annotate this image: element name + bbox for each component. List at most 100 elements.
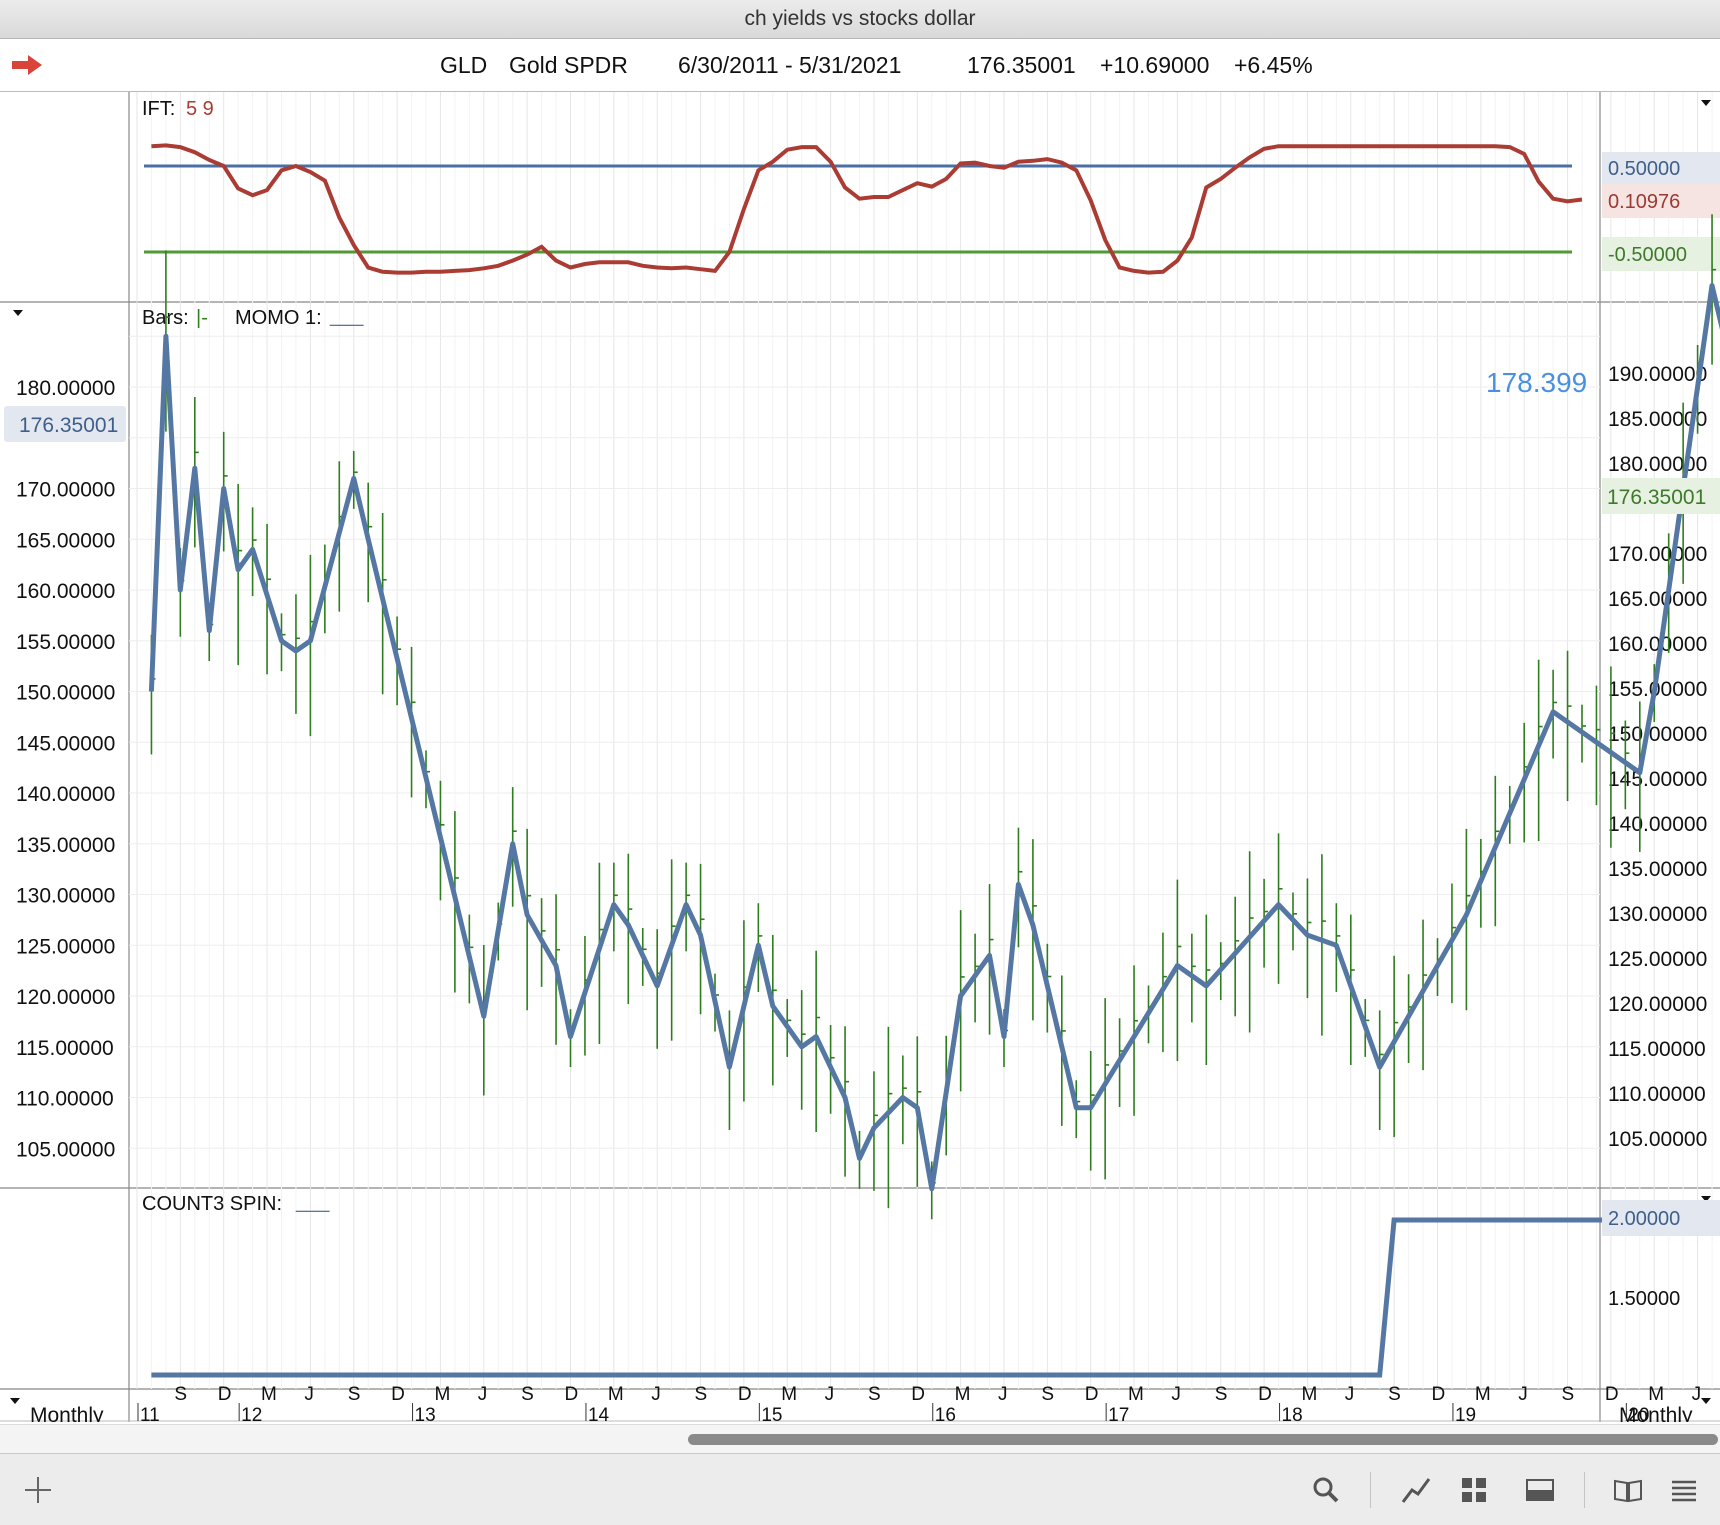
plus-icon[interactable]: [22, 1474, 54, 1506]
bottom-toolbar: [0, 1453, 1720, 1525]
left-axis-tick: 180.00000: [16, 377, 115, 400]
month-label: M: [1301, 1384, 1317, 1405]
left-axis-tick: 145.00000: [16, 732, 115, 755]
left-axis-tick: 160.00000: [16, 580, 115, 603]
left-axis-tick: 120.00000: [16, 986, 115, 1009]
right-axis-tick: 120.00000: [1608, 993, 1707, 1016]
right-axis-tick: 165.00000: [1608, 588, 1707, 611]
right-axis-tick: 180.00000: [1608, 453, 1707, 476]
ift-line: [151, 143, 1583, 275]
month-label: D: [738, 1384, 752, 1405]
month-label: S: [1215, 1384, 1228, 1405]
ift-lower-readout: -0.50000: [1608, 244, 1687, 266]
time-axis: Monthly Monthly S D M J S D M J S D M J S D M J S D M J S D M J…: [10, 1384, 1711, 1427]
year-label: 13: [415, 1405, 436, 1422]
left-axis-tick: 135.00000: [16, 834, 115, 857]
year-label: 17: [1108, 1405, 1129, 1422]
symbol-ticker: GLD: [440, 52, 488, 78]
right-axis-tick: 135.00000: [1608, 858, 1707, 881]
chevron-down-icon[interactable]: [1701, 100, 1711, 106]
left-price-axis: 180.00000 170.00000 165.00000 160.00000 155.…: [16, 377, 115, 1161]
year-label: 16: [935, 1405, 956, 1422]
period-label-right[interactable]: Monthly: [1619, 1404, 1693, 1427]
right-axis-tick: 155.00000: [1608, 678, 1707, 701]
momo-label: MOMO 1:: [235, 307, 322, 329]
menu-icon[interactable]: [1668, 1474, 1700, 1506]
month-label: S: [695, 1384, 708, 1405]
right-axis-tick: 115.00000: [1608, 1038, 1706, 1061]
month-label: D: [218, 1384, 232, 1405]
book-icon[interactable]: [1612, 1474, 1644, 1506]
ift-last-readout-bg: [1602, 184, 1720, 218]
chevron-down-icon[interactable]: [1701, 1196, 1711, 1202]
panel-icon[interactable]: [1524, 1474, 1556, 1506]
count3-readout-bg: [1602, 1200, 1720, 1236]
year-label: 11: [140, 1405, 160, 1422]
left-axis-tick: 105.00000: [16, 1138, 115, 1161]
year-label: 18: [1282, 1405, 1303, 1422]
ift-label: IFT:: [142, 98, 175, 120]
symbol-name: Gold SPDR: [509, 52, 628, 78]
ift-lower-readout-bg: [1602, 237, 1720, 271]
count3-swatch: ___: [295, 1191, 330, 1213]
year-labels: 1112131415161718192021: [137, 1403, 1649, 1426]
month-label: M: [781, 1384, 797, 1405]
month-label: J: [1518, 1384, 1528, 1405]
right-axis-tick: 145.00000: [1608, 768, 1707, 791]
right-last-price: 176.35001: [1607, 486, 1706, 509]
month-label: J: [1692, 1384, 1702, 1405]
month-label: M: [261, 1384, 277, 1405]
month-label: M: [608, 1384, 624, 1405]
month-label: D: [1605, 1384, 1619, 1405]
chevron-down-icon[interactable]: [1701, 1398, 1711, 1404]
chevron-down-icon[interactable]: [10, 1398, 20, 1404]
count3-readout-mid: 1.50000: [1608, 1288, 1680, 1310]
line-chart-icon[interactable]: [1400, 1474, 1432, 1506]
month-label: S: [174, 1384, 187, 1405]
date-range: 6/30/2011 - 5/31/2021: [678, 52, 902, 78]
month-label: S: [521, 1384, 534, 1405]
left-axis-tick: 155.00000: [16, 631, 115, 654]
last-price: 176.35001: [967, 52, 1076, 78]
month-label: M: [1648, 1384, 1664, 1405]
toolbar-separator: [1584, 1472, 1585, 1508]
right-axis-tick: 110.00000: [1608, 1083, 1706, 1106]
search-icon[interactable]: [1310, 1474, 1342, 1506]
momo-swatch: ___: [329, 305, 364, 327]
right-last-price-bg: [1602, 478, 1720, 514]
left-axis-tick: 130.00000: [16, 885, 115, 908]
month-label: D: [1258, 1384, 1272, 1405]
right-price-axis: 190.00000185.00000180.00000170.00000165.…: [1608, 363, 1707, 1151]
year-label: 12: [241, 1405, 262, 1422]
period-label-left[interactable]: Monthly: [30, 1404, 104, 1427]
chart-area[interactable]: IFT: 5 9 0.50000 0.10976 -0.50000 Bars: …: [0, 92, 1720, 1427]
month-label: J: [651, 1384, 661, 1405]
month-label: D: [1085, 1384, 1099, 1405]
month-label: J: [478, 1384, 488, 1405]
grid-icon[interactable]: [1458, 1474, 1490, 1506]
chevron-down-icon[interactable]: [13, 310, 23, 316]
count3-readout-top: 2.00000: [1608, 1208, 1680, 1230]
price-panel: Bars: |- MOMO 1: ___ 180.00000170.000001…: [4, 214, 1720, 1220]
year-label: 15: [761, 1405, 782, 1422]
right-axis-tick: 150.00000: [1608, 723, 1707, 746]
last-pivot-label: 178.399: [1486, 367, 1587, 398]
month-label: J: [998, 1384, 1008, 1405]
month-label: D: [565, 1384, 579, 1405]
month-label: S: [1388, 1384, 1401, 1405]
toolbar-separator: [1370, 1472, 1371, 1508]
scrollbar-thumb[interactable]: [688, 1434, 1718, 1445]
year-label: 20: [1628, 1405, 1649, 1422]
arrow-right-icon[interactable]: [10, 53, 44, 77]
ift-upper-readout-bg: [1602, 152, 1720, 184]
month-label: S: [348, 1384, 361, 1405]
month-label: M: [955, 1384, 971, 1405]
count3-spin-panel: COUNT3 SPIN: ___ 2.00000 1.50000: [142, 1191, 1720, 1378]
horizontal-scrollbar[interactable]: [0, 1424, 1720, 1453]
year-label: 14: [588, 1405, 610, 1422]
left-axis-tick: 125.00000: [16, 935, 115, 958]
bars-symbol: |-: [196, 307, 208, 329]
left-axis-tick: 150.00000: [16, 682, 115, 705]
year-label: 19: [1455, 1405, 1476, 1422]
ift-last-readout: 0.10976: [1608, 191, 1680, 213]
